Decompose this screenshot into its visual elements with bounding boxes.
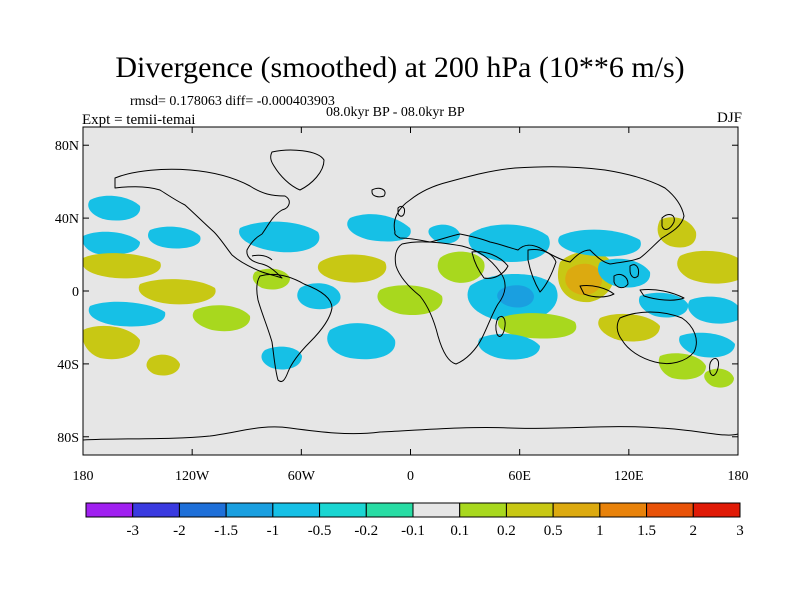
lon-label: 0	[407, 469, 414, 484]
colorbar-label: -0.1	[401, 523, 425, 539]
lon-label: 180	[728, 469, 749, 484]
lat-label: 80N	[55, 139, 79, 154]
colorbar-label: -0.2	[354, 523, 378, 539]
contour-region	[658, 353, 706, 380]
period-label: 08.0kyr BP - 08.0kyr BP	[326, 105, 465, 120]
contour-region	[497, 313, 577, 339]
contour-region	[88, 195, 141, 221]
coastlines	[83, 149, 738, 441]
contour-region	[252, 268, 290, 290]
colorbar-swatch	[225, 502, 274, 518]
contour-region	[677, 250, 738, 284]
colorbar-labels: -3 -2 -1.5 -1 -0.5 -0.2 -0.1 0.1 0.2 0.5 1 1.5 2 3	[126, 523, 743, 539]
colorbar-swatch	[272, 502, 321, 518]
colorbar-label: 0.1	[450, 523, 469, 539]
contour-region	[565, 263, 603, 296]
contour-region	[558, 229, 641, 257]
latitude-labels: 80N 40N 0 40S 80S	[55, 139, 79, 446]
contour-region	[688, 296, 738, 324]
contour-region	[239, 221, 320, 253]
lon-label: 120E	[614, 469, 644, 484]
contour-region	[297, 283, 341, 310]
lat-label: 40S	[57, 358, 79, 373]
colorbar-label: -0.5	[308, 523, 332, 539]
colorbar-swatch	[552, 502, 601, 518]
axis-ticks	[82, 127, 739, 455]
colorbar-label: 0.2	[497, 523, 516, 539]
contour-region	[679, 332, 735, 358]
contour-region	[317, 254, 387, 283]
contour-region	[598, 313, 660, 342]
contour-region	[497, 285, 534, 308]
contour-region	[83, 253, 161, 279]
contour-region	[704, 368, 734, 388]
colorbar-swatch	[365, 502, 414, 518]
contour-region	[468, 224, 550, 262]
season-label: DJF	[716, 110, 742, 126]
colorbar-swatch	[505, 502, 554, 518]
contour-region	[192, 305, 251, 332]
colorbar-label: -2	[173, 523, 186, 539]
colorbar-swatch	[459, 502, 507, 518]
experiment-label: Expt = temii-temai	[82, 112, 196, 128]
contour-region	[146, 354, 180, 376]
colorbar-label: 0.5	[544, 523, 563, 539]
colorbar-swatch	[85, 502, 134, 518]
stats-text: rmsd= 0.178063 diff= -0.000403903	[130, 94, 335, 109]
lat-label: 0	[72, 285, 79, 300]
lon-label: 180	[73, 469, 94, 484]
contour-region	[83, 231, 140, 255]
colorbar-label: -1.5	[214, 523, 238, 539]
contour-region	[83, 325, 140, 360]
colorbar-label: 2	[690, 523, 698, 539]
lon-label: 60W	[288, 469, 316, 484]
contour-region	[377, 285, 443, 316]
colorbar-label: -1	[267, 523, 280, 539]
colorbar-swatch	[692, 502, 741, 518]
colorbar-label: 1	[596, 523, 604, 539]
colorbar-swatch	[319, 502, 367, 518]
contour-region	[148, 226, 201, 249]
colorbar-label: 3	[736, 523, 744, 539]
contour-region	[428, 224, 460, 244]
contour-region	[138, 279, 216, 305]
lat-label: 40N	[55, 212, 79, 227]
longitude-labels: 180 120W 60W 0 60E 120E 180	[73, 469, 749, 484]
lon-label: 120W	[175, 469, 210, 484]
colorbar-swatch	[178, 502, 227, 518]
contour-region	[437, 251, 485, 283]
contour-region	[657, 217, 697, 248]
colorbar-label: -3	[126, 523, 139, 539]
colorbar	[85, 502, 741, 518]
contour-region	[478, 333, 540, 360]
contour-region	[88, 301, 166, 327]
contour-region	[638, 292, 689, 318]
contour-region	[327, 323, 396, 360]
colorbar-swatch	[599, 502, 648, 518]
colorbar-swatch	[132, 502, 180, 518]
plot-title: Divergence (smoothed) at 200 hPa (10**6 …	[115, 51, 685, 84]
colorbar-swatch	[412, 502, 461, 518]
lon-label: 60E	[508, 469, 531, 484]
divergence-field	[83, 195, 738, 388]
colorbar-swatch	[646, 502, 694, 518]
colorbar-label: 1.5	[637, 523, 656, 539]
lat-label: 80S	[57, 431, 79, 446]
